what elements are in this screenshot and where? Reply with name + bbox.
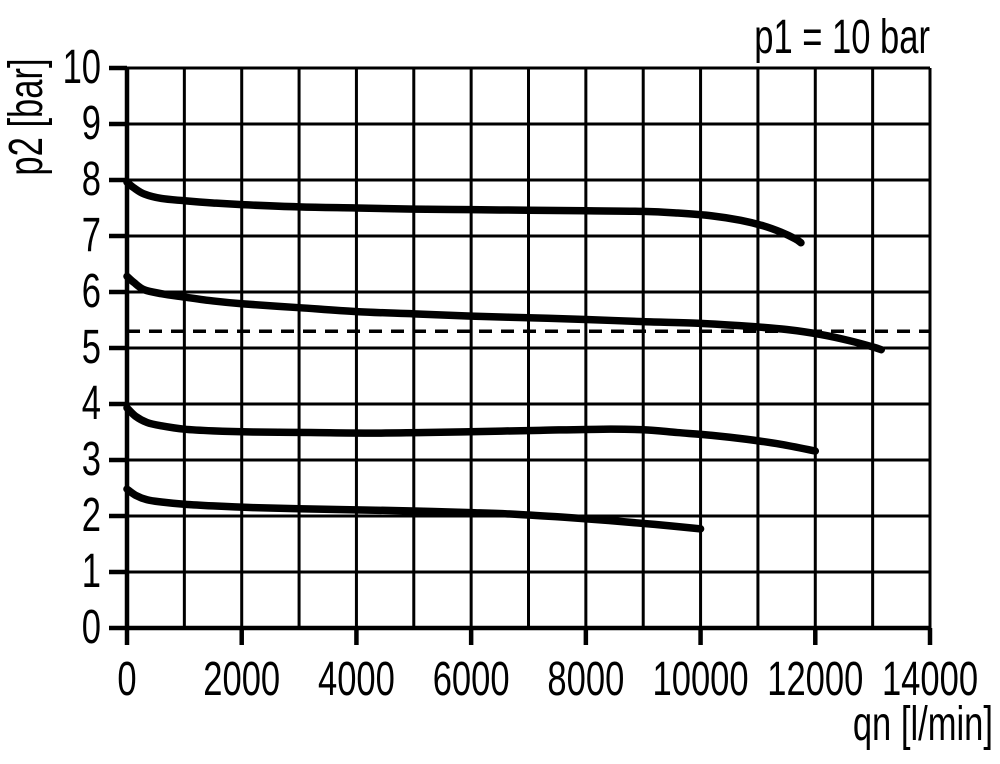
x-tick-label: 8000 [547,651,624,705]
y-tick-label: 2 [82,487,101,541]
y-tick-label: 8 [82,151,101,205]
x-tick-label: 2000 [203,651,280,705]
x-tick-label: 10000 [653,651,749,705]
x-tick-label: 0 [117,651,136,705]
flow-curves [123,178,885,533]
x-tick-labels: 0 2000 4000 6000 8000 10000 12000 14000 [117,651,978,705]
chart-title: p1 = 10 bar [754,9,930,63]
x-axis-label: qn [l/min] [853,696,993,750]
y-tick-label: 6 [82,263,101,317]
y-tick-label: 9 [82,95,101,149]
y-tick-label: 4 [82,375,101,429]
regulator-curve-setting-3.5-bar [123,404,820,455]
y-tick-label: 1 [82,543,101,597]
regulator-curve-setting-2.2-bar [123,485,705,533]
grid-lines [125,66,932,630]
y-tick-label: 0 [82,599,101,653]
y-tick-label: 7 [82,207,101,261]
axis-ticks [109,65,933,645]
x-tick-label: 12000 [767,651,863,705]
y-axis-label: p2 [bar] [0,58,52,175]
y-tick-label: 5 [82,319,101,373]
y-tick-label: 3 [82,431,101,485]
regulator-curve-setting-8-bar [123,178,805,247]
y-tick-label: 10 [63,39,101,93]
x-tick-label: 4000 [318,651,395,705]
x-tick-label: 6000 [433,651,510,705]
x-tick-label: 14000 [882,651,978,705]
regulator-curve-setting-6-bar [123,272,885,354]
